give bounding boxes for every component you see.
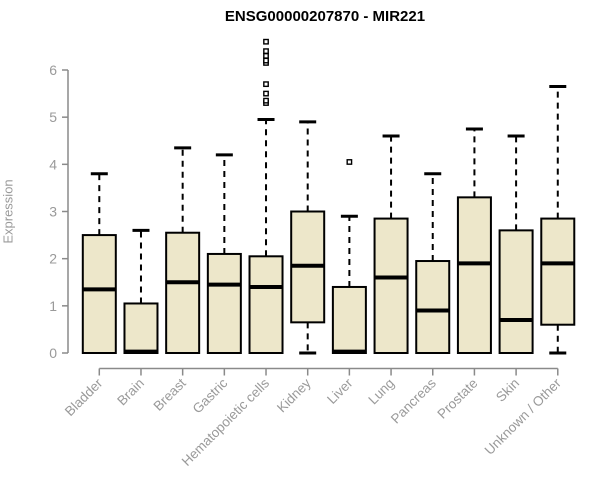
box-rect <box>456 196 492 354</box>
y-axis-tick-label: 3 <box>49 204 57 220</box>
box-rect <box>248 255 284 354</box>
box-rect <box>206 252 242 354</box>
x-axis-tick-label: Bladder <box>62 375 106 419</box>
outlier-point <box>263 48 269 55</box>
outlier-point <box>263 90 269 97</box>
x-axis-tick-label: Unknown / Other <box>482 375 565 458</box>
x-axis-tick-label: Prostate <box>434 376 480 422</box>
box-rect <box>498 229 534 354</box>
y-axis-tick-label: 0 <box>49 345 57 361</box>
outlier-point <box>263 97 269 104</box>
outlier-point <box>263 81 269 88</box>
x-axis-tick-label: Lung <box>365 376 397 408</box>
box-rect <box>81 234 117 354</box>
box-rect <box>123 302 159 355</box>
y-axis-tick-label: 1 <box>49 298 57 314</box>
y-axis-tick-label: 6 <box>49 62 57 78</box>
box-rect <box>165 231 201 355</box>
box-rect <box>540 217 576 326</box>
x-axis-tick-label: Gastric <box>190 375 231 416</box>
x-axis-tick-label: Kidney <box>274 375 314 415</box>
chart-title: ENSG00000207870 - MIR221 <box>224 8 426 25</box>
x-axis-tick-label: Pancreas <box>388 375 439 426</box>
outlier-point <box>263 38 269 45</box>
y-axis-tick-label: 2 <box>49 251 57 267</box>
x-axis-tick-label: Breast <box>151 375 189 413</box>
x-axis-tick-label: Skin <box>493 376 522 405</box>
y-axis-tick-label: 5 <box>49 109 57 125</box>
outlier-point <box>263 52 269 59</box>
y-axis-tick-label: 4 <box>49 156 57 172</box>
outlier-point <box>263 57 269 64</box>
box-rect <box>373 217 409 354</box>
x-axis-tick-label: Brain <box>114 376 147 409</box>
box-rect <box>331 285 367 355</box>
x-axis-tick-label: Liver <box>324 375 356 407</box>
outlier-point <box>346 159 353 165</box>
box-rect <box>415 260 451 354</box>
